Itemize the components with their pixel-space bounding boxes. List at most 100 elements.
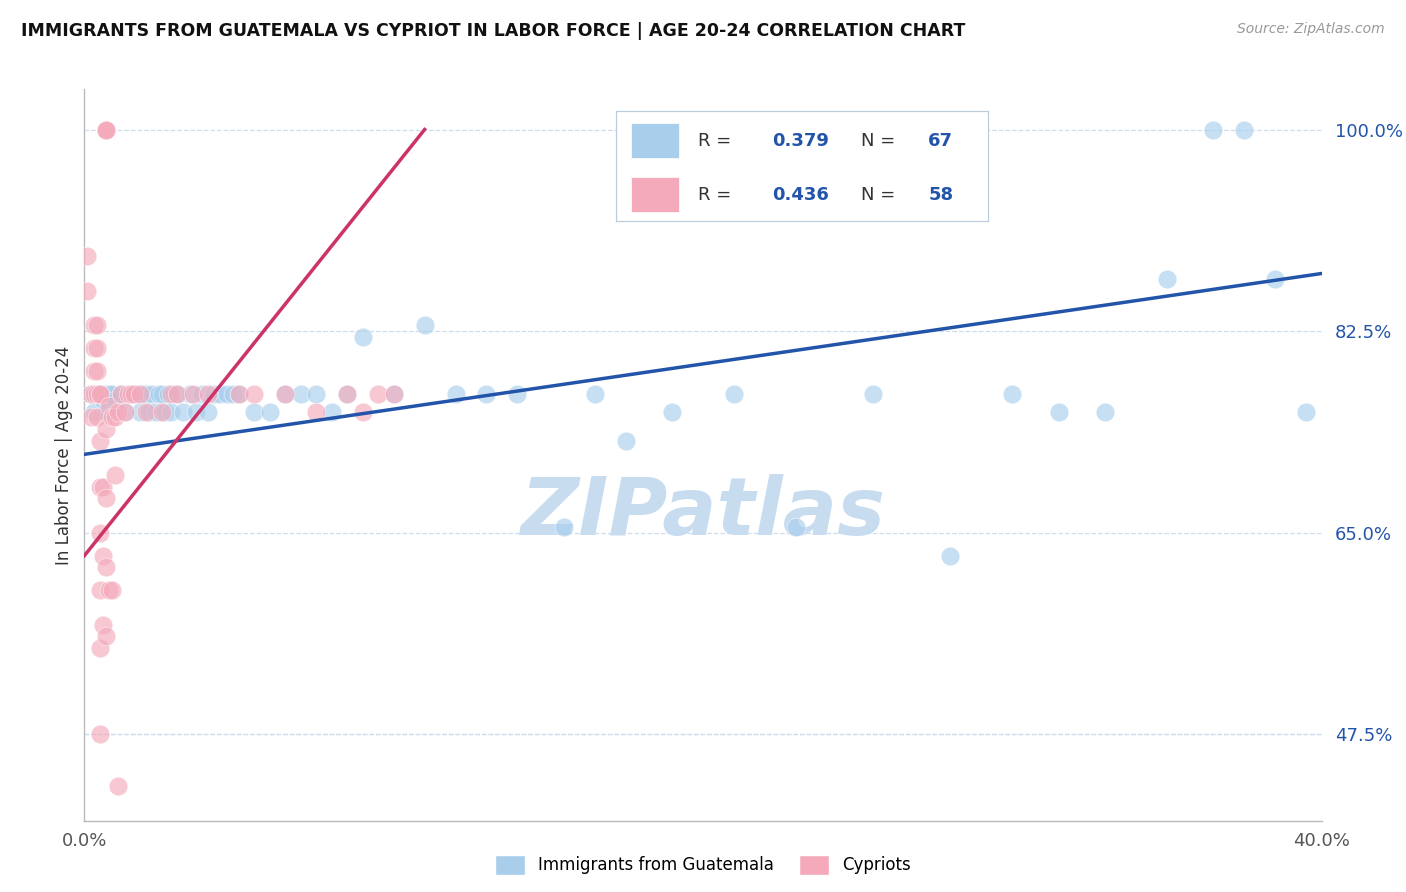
Point bbox=[259, 405, 281, 419]
Point bbox=[1156, 272, 1178, 286]
Point bbox=[939, 549, 962, 563]
Point bbox=[98, 387, 121, 401]
Text: N =: N = bbox=[862, 186, 901, 203]
Point bbox=[110, 387, 132, 401]
Point bbox=[91, 393, 114, 408]
Point bbox=[723, 387, 745, 401]
Point bbox=[91, 549, 114, 563]
Point bbox=[120, 387, 142, 401]
Point bbox=[305, 405, 328, 419]
Text: Source: ZipAtlas.com: Source: ZipAtlas.com bbox=[1237, 22, 1385, 37]
Point bbox=[104, 410, 127, 425]
Point bbox=[76, 284, 98, 298]
Point bbox=[145, 405, 167, 419]
Point bbox=[336, 387, 359, 401]
Text: IMMIGRANTS FROM GUATEMALA VS CYPRIOT IN LABOR FORCE | AGE 20-24 CORRELATION CHAR: IMMIGRANTS FROM GUATEMALA VS CYPRIOT IN … bbox=[21, 22, 966, 40]
Point bbox=[614, 434, 637, 448]
Point bbox=[114, 405, 136, 419]
Point bbox=[290, 387, 312, 401]
Point bbox=[228, 387, 250, 401]
Point bbox=[382, 387, 405, 401]
Point bbox=[101, 583, 124, 598]
Point bbox=[166, 387, 188, 401]
Point bbox=[101, 410, 124, 425]
Point bbox=[89, 525, 111, 540]
Point bbox=[243, 405, 266, 419]
Point bbox=[305, 387, 328, 401]
Point bbox=[129, 387, 152, 401]
Point bbox=[122, 387, 145, 401]
Text: 0.379: 0.379 bbox=[772, 132, 830, 150]
Point bbox=[179, 387, 201, 401]
Point bbox=[91, 617, 114, 632]
Point bbox=[1001, 387, 1024, 401]
Point bbox=[553, 520, 575, 534]
Text: R =: R = bbox=[697, 186, 737, 203]
Point bbox=[135, 387, 157, 401]
Point bbox=[209, 387, 232, 401]
Point bbox=[135, 405, 157, 419]
Point bbox=[150, 387, 173, 401]
Point bbox=[1233, 122, 1256, 136]
Point bbox=[114, 405, 136, 419]
Point bbox=[153, 405, 176, 419]
Point bbox=[83, 342, 105, 356]
Point bbox=[132, 387, 155, 401]
Point bbox=[94, 491, 117, 505]
Point bbox=[89, 387, 111, 401]
Point bbox=[150, 405, 173, 419]
Bar bbox=[631, 123, 679, 158]
Point bbox=[336, 387, 359, 401]
Point bbox=[86, 318, 108, 333]
Point bbox=[181, 387, 204, 401]
Point bbox=[583, 387, 606, 401]
Point bbox=[191, 387, 214, 401]
Point bbox=[122, 387, 145, 401]
Point bbox=[1047, 405, 1070, 419]
Point bbox=[89, 583, 111, 598]
Point bbox=[79, 387, 101, 401]
Point bbox=[79, 387, 101, 401]
Point bbox=[98, 583, 121, 598]
Point bbox=[222, 387, 245, 401]
Point bbox=[94, 387, 117, 401]
Point bbox=[86, 364, 108, 378]
Point bbox=[156, 387, 179, 401]
Point bbox=[94, 629, 117, 643]
Point bbox=[661, 405, 683, 419]
Point bbox=[89, 640, 111, 655]
Point bbox=[321, 405, 343, 419]
Point bbox=[94, 422, 117, 436]
Point bbox=[141, 387, 163, 401]
Text: N =: N = bbox=[862, 132, 901, 150]
Point bbox=[382, 387, 405, 401]
Point bbox=[83, 405, 105, 419]
Point bbox=[215, 387, 238, 401]
Point bbox=[101, 387, 124, 401]
Point bbox=[89, 387, 111, 401]
Point bbox=[228, 387, 250, 401]
Point bbox=[83, 318, 105, 333]
Point bbox=[160, 387, 183, 401]
Text: 0.436: 0.436 bbox=[772, 186, 830, 203]
Point bbox=[94, 122, 117, 136]
Point bbox=[89, 480, 111, 494]
Point bbox=[506, 387, 529, 401]
Point bbox=[86, 387, 108, 401]
Point bbox=[86, 342, 108, 356]
Bar bbox=[631, 177, 679, 212]
Point bbox=[475, 387, 498, 401]
Point bbox=[148, 387, 170, 401]
Point bbox=[129, 405, 152, 419]
Point bbox=[104, 393, 127, 408]
Point bbox=[94, 122, 117, 136]
Point bbox=[89, 727, 111, 741]
Point bbox=[107, 779, 129, 793]
Text: 58: 58 bbox=[928, 186, 953, 203]
Point bbox=[1094, 405, 1116, 419]
Point bbox=[83, 387, 105, 401]
Point bbox=[91, 480, 114, 494]
Point bbox=[79, 410, 101, 425]
Point bbox=[94, 560, 117, 574]
Text: ZIPatlas: ZIPatlas bbox=[520, 475, 886, 552]
